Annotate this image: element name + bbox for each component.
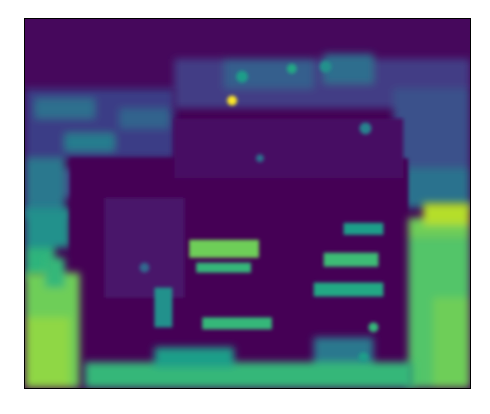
bottom-left-green-region — [25, 257, 80, 388]
bright-bars — [154, 222, 384, 330]
right-green-region — [408, 203, 470, 388]
speckles — [139, 60, 379, 363]
feature-map-image — [24, 18, 471, 389]
feature-map-svg — [25, 19, 470, 388]
bottom-green-strip — [84, 337, 414, 388]
